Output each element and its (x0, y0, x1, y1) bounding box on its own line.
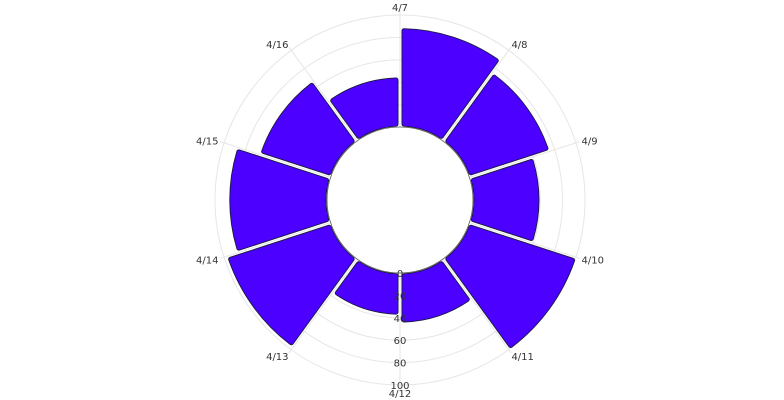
radial-ticks: 0 20 40 60 80 100 (390, 269, 409, 392)
bar-fill (402, 29, 498, 138)
category-label: 4/15 (196, 136, 218, 147)
category-label: 4/8 (511, 40, 527, 51)
category-label: 4/10 (582, 256, 604, 267)
category-label: 4/13 (266, 352, 288, 363)
bar-fill (229, 225, 354, 345)
radial-tick-label: 40 (394, 314, 407, 325)
bar-fill (335, 262, 398, 314)
radial-tick-label: 80 (394, 359, 407, 370)
radial-tick-label: 100 (390, 381, 409, 392)
radial-tick-label: 0 (397, 269, 403, 280)
radial-tick-label: 60 (394, 336, 407, 347)
inner-circle (326, 126, 474, 274)
category-label: 4/7 (392, 3, 408, 14)
bar-fill (471, 159, 539, 241)
bars (228, 28, 576, 348)
bar-fill (262, 83, 354, 175)
bar-fill (402, 262, 469, 322)
bar-fill (446, 225, 575, 348)
bar-fill (230, 150, 329, 250)
grid (214, 11, 586, 389)
category-label: 4/11 (511, 352, 533, 363)
inner-disk (327, 127, 473, 273)
bar-fill (331, 78, 398, 138)
category-label: 4/9 (582, 136, 598, 147)
radial-tick-label: 20 (394, 291, 407, 302)
category-label: 4/14 (196, 256, 218, 267)
category-labels: 4/7 4/8 4/9 4/10 4/11 4/12 4/13 4/14 4/15 4/16 (196, 3, 604, 400)
category-label: 4/16 (266, 40, 288, 51)
bar-fill (446, 75, 548, 175)
category-label: 4/12 (389, 389, 411, 400)
